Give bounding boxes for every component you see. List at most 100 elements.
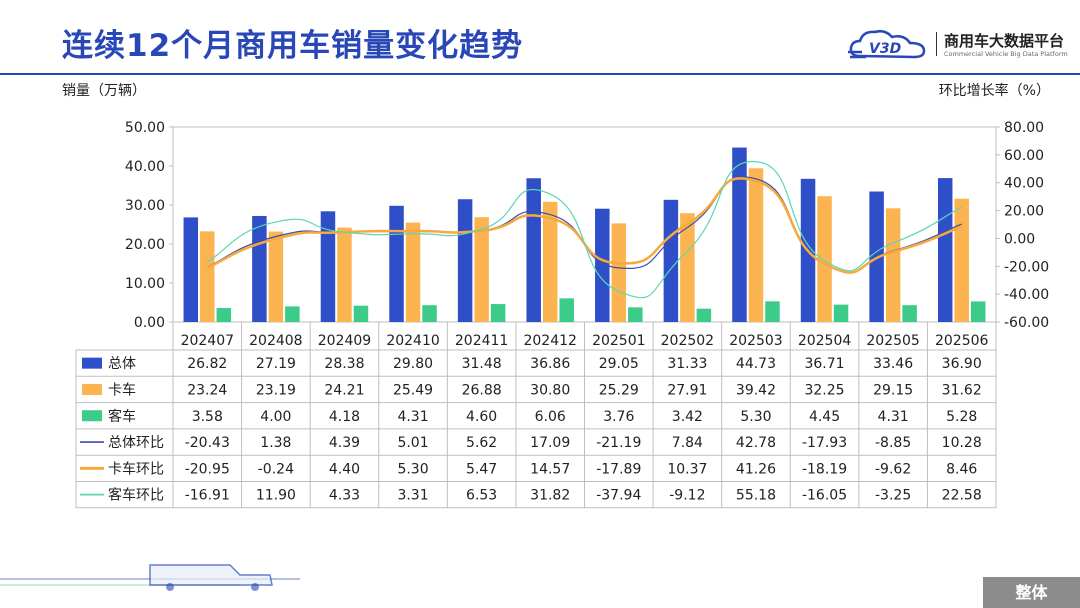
table-cell: -20.95: [185, 461, 230, 477]
logo-separator: [936, 32, 937, 56]
legend-label-卡车环比: 卡车环比: [108, 460, 164, 477]
table-cell: 11.90: [256, 488, 296, 504]
bar-卡车: [200, 231, 215, 322]
bar-卡车: [337, 227, 352, 322]
category-badge: 整体: [983, 577, 1080, 608]
bar-客车: [833, 304, 849, 322]
table-cell: -20.43: [185, 435, 230, 451]
table-cell: -21.19: [596, 435, 641, 451]
bar-总体: [252, 215, 267, 322]
line-总体环比: [207, 176, 962, 273]
left-axis-tick-label: 50.00: [125, 120, 165, 136]
bar-总体: [183, 217, 199, 322]
bar-卡车: [680, 213, 695, 322]
category-label: 202411: [455, 333, 508, 349]
table-cell: 41.26: [736, 461, 776, 477]
table-cell: 1.38: [260, 435, 291, 451]
table-cell: 36.71: [804, 356, 844, 372]
table-cell: -37.94: [596, 488, 641, 504]
right-axis-tick-label: -40.00: [1004, 287, 1049, 303]
left-axis-tick-label: 40.00: [125, 159, 165, 175]
right-axis-tick-label: 80.00: [1004, 120, 1044, 136]
table-cell: 22.58: [942, 488, 982, 504]
bar-客车: [902, 305, 917, 322]
bar-客车: [696, 308, 712, 322]
table-cell: -9.12: [669, 488, 705, 504]
bar-客车: [353, 305, 369, 322]
table-cell: 4.33: [329, 488, 360, 504]
category-label: 202410: [386, 333, 439, 349]
bar-卡车: [885, 208, 901, 322]
table-cell: 42.78: [736, 435, 776, 451]
table-cell: 36.86: [530, 356, 570, 372]
table-cell: 55.18: [736, 488, 776, 504]
category-label: 202408: [249, 333, 302, 349]
table-cell: 4.60: [466, 409, 497, 425]
page-title: 连续12个月商用车销量变化趋势: [62, 28, 524, 64]
table-cell: 26.82: [187, 356, 227, 372]
table-cell: 3.58: [192, 409, 223, 425]
table-cell: 10.37: [667, 461, 707, 477]
table-cell: 4.00: [260, 409, 291, 425]
table-cell: 5.01: [397, 435, 428, 451]
data-table: 总体 26.82 27.19 28.38 29.80 31.48 36.86 29.05 31.…: [75, 322, 997, 509]
table-cell: 5.62: [466, 435, 497, 451]
left-axis-tick-label: 20.00: [125, 237, 165, 253]
legend-label-总体: 总体: [108, 356, 136, 372]
table-cell: -9.62: [875, 461, 911, 477]
bar-总体: [457, 199, 473, 322]
bar-客车: [422, 305, 437, 322]
table-cell: -16.91: [185, 488, 230, 504]
legend-swatch-总体: [82, 357, 102, 369]
right-axis-tick-label: 60.00: [1004, 148, 1044, 164]
bar-总体: [732, 147, 747, 322]
table-cell: 8.46: [946, 461, 977, 477]
bar-客车: [765, 301, 780, 322]
bar-客车: [628, 307, 643, 322]
table-cell: 6.06: [535, 409, 566, 425]
table-cell: 30.80: [530, 382, 570, 398]
category-label: 202407: [181, 333, 234, 349]
bar-卡车: [611, 223, 627, 322]
axis-tick-labels: 0.00 10.00 20.00 30.00 40.00 50.00 -60.00 -40.0…: [125, 120, 1049, 349]
category-label: 202412: [523, 333, 576, 349]
table-cell: 33.46: [873, 356, 913, 372]
table-cell: -8.85: [875, 435, 911, 451]
table-cell: 4.40: [329, 461, 360, 477]
table-cell: 25.29: [599, 382, 639, 398]
table-cell: 3.76: [603, 409, 634, 425]
truck-decoration-icon: [0, 564, 300, 591]
line-客车环比: [206, 160, 962, 299]
table-cell: 3.31: [397, 488, 428, 504]
table-cell: 31.33: [667, 356, 707, 372]
bar-客车: [285, 306, 300, 322]
table-cell: 31.62: [942, 382, 982, 398]
table-cell: -18.19: [802, 461, 847, 477]
bar-卡车: [954, 198, 969, 322]
bar-总体: [320, 211, 336, 322]
bar-总体: [389, 205, 404, 322]
right-axis-tick-label: 0.00: [1004, 231, 1035, 247]
category-label: 202501: [592, 333, 645, 349]
table-cell: 6.53: [466, 488, 497, 504]
line-卡车环比: [206, 177, 963, 274]
legend-label-卡车: 卡车: [108, 381, 136, 398]
left-axis-tick-label: 30.00: [125, 198, 165, 214]
right-axis-title: 环比增长率（%）: [938, 83, 1050, 99]
right-axis-tick-label: 20.00: [1004, 204, 1044, 220]
line-series: [206, 160, 963, 299]
bar-客车: [970, 301, 986, 322]
table-cell: 5.28: [946, 409, 977, 425]
bar-客车: [216, 308, 232, 322]
bar-总体: [595, 208, 610, 322]
category-label: 202502: [661, 333, 714, 349]
legend-label-总体环比: 总体环比: [108, 435, 164, 451]
bar-总体: [937, 178, 953, 322]
bar-总体: [663, 199, 679, 322]
left-axis-tick-label: 10.00: [125, 276, 165, 292]
logo-english-name: Commercial Vehicle Big Data Platform: [944, 50, 1068, 58]
table-cell: 5.30: [740, 409, 771, 425]
category-label: 202505: [866, 333, 919, 349]
legend-swatch-卡车: [82, 383, 102, 395]
bar-卡车: [748, 168, 764, 322]
